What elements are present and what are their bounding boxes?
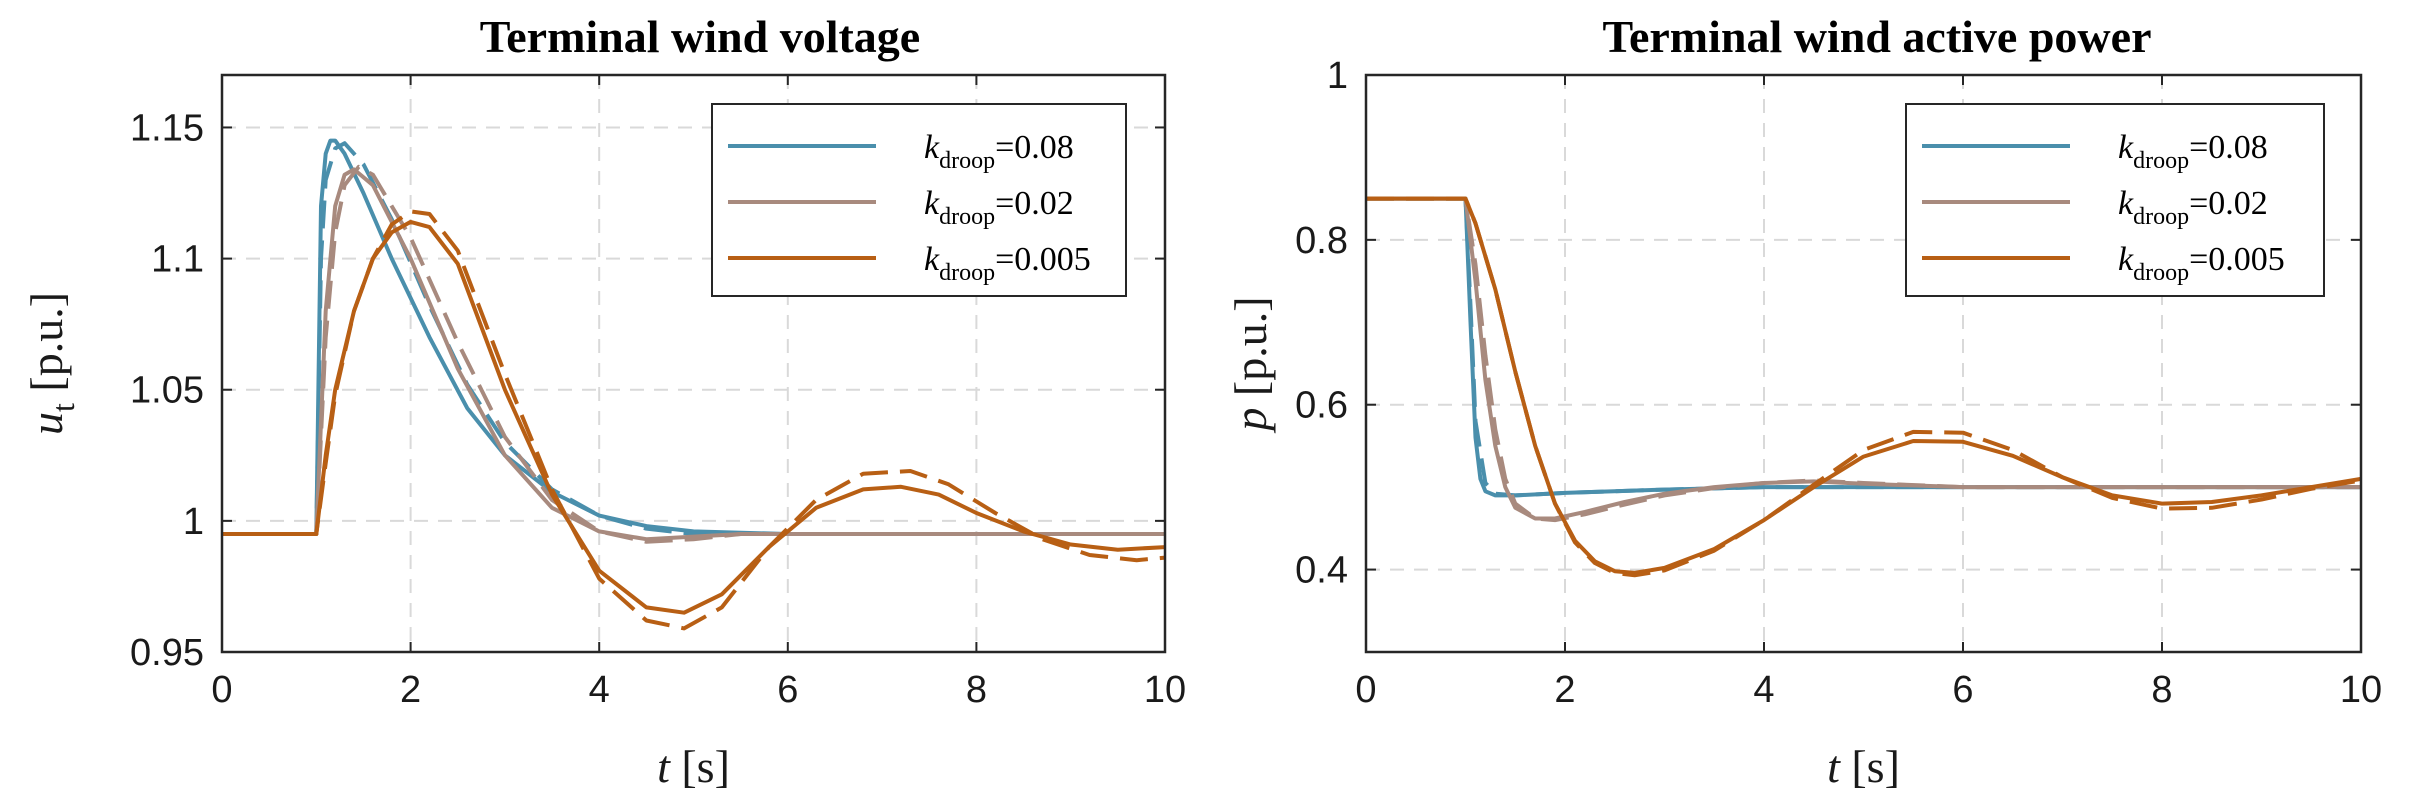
x-ticks: 0 2 4 6 8 10	[1355, 75, 2382, 711]
x-tick-label: 10	[2340, 669, 2382, 711]
x-axis-variable: t	[657, 741, 671, 792]
legend-value: =0.02	[2189, 185, 2268, 222]
legend-label: kdroop=0.005	[924, 241, 1091, 286]
legend-value: =0.02	[995, 185, 1074, 222]
y-tick-label: 1.1	[151, 239, 204, 281]
y-axis-unit: [p.u.]	[1225, 296, 1276, 407]
legend-variable: k	[2118, 241, 2134, 278]
series-line-2-dashed	[222, 141, 1165, 536]
chart-title: Terminal wind active power	[1603, 11, 2152, 62]
legend-entry-3: kdroop=0.005	[728, 241, 1091, 286]
x-axis-unit: [s]	[670, 741, 730, 792]
y-axis-label: p [p.u.]	[1225, 296, 1276, 433]
x-axis-unit: [s]	[1840, 741, 1900, 792]
x-tick-label: 2	[1554, 669, 1575, 711]
legend-subscript: droop	[2133, 148, 2189, 174]
legend-entry-1: kdroop=0.08	[1922, 129, 2268, 174]
series-line-1-solid	[222, 138, 1165, 536]
y-axis-label: ut [p.u.]	[21, 292, 81, 435]
legend-label: kdroop=0.08	[2118, 129, 2268, 174]
legend-label: kdroop=0.005	[2118, 241, 2285, 286]
legend-subscript: droop	[939, 260, 995, 286]
legend-entry-2: kdroop=0.02	[1922, 185, 2268, 230]
legend-entry-2: kdroop=0.02	[728, 185, 1074, 230]
legend-variable: k	[924, 129, 940, 166]
axes-box	[220, 73, 1167, 654]
x-tick-label: 6	[777, 669, 798, 711]
y-ticks: 0.95 1 1.05 1.1 1.15	[130, 107, 1165, 674]
axes-box	[1364, 73, 2363, 654]
legend-subscript: droop	[2133, 260, 2189, 286]
y-tick-label: 0.6	[1295, 385, 1348, 427]
x-ticks: 0 2 4 6 8 10	[211, 75, 1186, 711]
chart-title: Terminal wind voltage	[480, 11, 920, 62]
legend-subscript: droop	[939, 204, 995, 230]
legend-label: kdroop=0.02	[2118, 185, 2268, 230]
x-tick-label: 6	[1952, 669, 1973, 711]
legend-variable: k	[924, 241, 940, 278]
legend-value: =0.005	[995, 241, 1091, 278]
y-tick-label: 0.4	[1295, 550, 1348, 592]
x-tick-label: 4	[589, 669, 610, 711]
x-axis-variable: t	[1827, 741, 1841, 792]
x-tick-label: 8	[2151, 669, 2172, 711]
legend-value: =0.08	[995, 129, 1074, 166]
legend-label: kdroop=0.02	[924, 185, 1074, 230]
y-axis-variable: p	[1225, 408, 1276, 434]
x-tick-label: 2	[400, 669, 421, 711]
y-tick-label: 1.05	[130, 370, 204, 412]
series-line-2-dashed	[1366, 196, 2361, 498]
y-axis-subscript: t	[45, 403, 81, 412]
legend-subscript: droop	[2133, 204, 2189, 230]
legend-entry-1: kdroop=0.08	[728, 129, 1074, 174]
x-axis-label: t [s]	[657, 741, 730, 792]
y-tick-label: 1	[183, 501, 204, 543]
x-tick-label: 10	[1144, 669, 1186, 711]
series-line-6-dashed	[222, 209, 1166, 631]
series-group	[1366, 196, 2362, 578]
x-tick-label: 0	[1355, 669, 1376, 711]
legend-variable: k	[2118, 129, 2134, 166]
legend-label: kdroop=0.08	[924, 129, 1074, 174]
legend-entry-3: kdroop=0.005	[1922, 241, 2285, 286]
legend-subscript: droop	[939, 148, 995, 174]
chart-terminal-wind-voltage: 0 2 4 6 8 10 0.95 1 1.05 1.1 1.15 Terminal wind vol…	[21, 11, 1186, 792]
chart-terminal-wind-active-power: 0 2 4 6 8 10 0.4 0.6 0.8 1 Terminal wind active po…	[1225, 11, 2382, 792]
series-line-6-dashed	[1366, 196, 2362, 578]
y-tick-label: 0.8	[1295, 220, 1348, 262]
series-line-4-dashed	[1366, 196, 2361, 523]
x-tick-label: 0	[211, 669, 232, 711]
y-axis-variable: u	[21, 412, 72, 435]
x-axis-label: t [s]	[1827, 741, 1900, 792]
legend-variable: k	[2118, 185, 2134, 222]
y-tick-label: 1	[1327, 55, 1348, 97]
legend-variable: k	[924, 185, 940, 222]
x-tick-label: 8	[966, 669, 987, 711]
legend-value: =0.005	[2189, 241, 2285, 278]
y-tick-label: 1.15	[130, 107, 204, 149]
y-axis-unit: [p.u.]	[21, 292, 72, 403]
x-tick-label: 4	[1753, 669, 1774, 711]
legend-value: =0.08	[2189, 129, 2268, 166]
y-ticks: 0.4 0.6 0.8 1	[1295, 55, 2361, 592]
y-tick-label: 0.95	[130, 632, 204, 674]
series-line-4-dashed	[222, 164, 1165, 544]
series-group	[222, 138, 1166, 631]
